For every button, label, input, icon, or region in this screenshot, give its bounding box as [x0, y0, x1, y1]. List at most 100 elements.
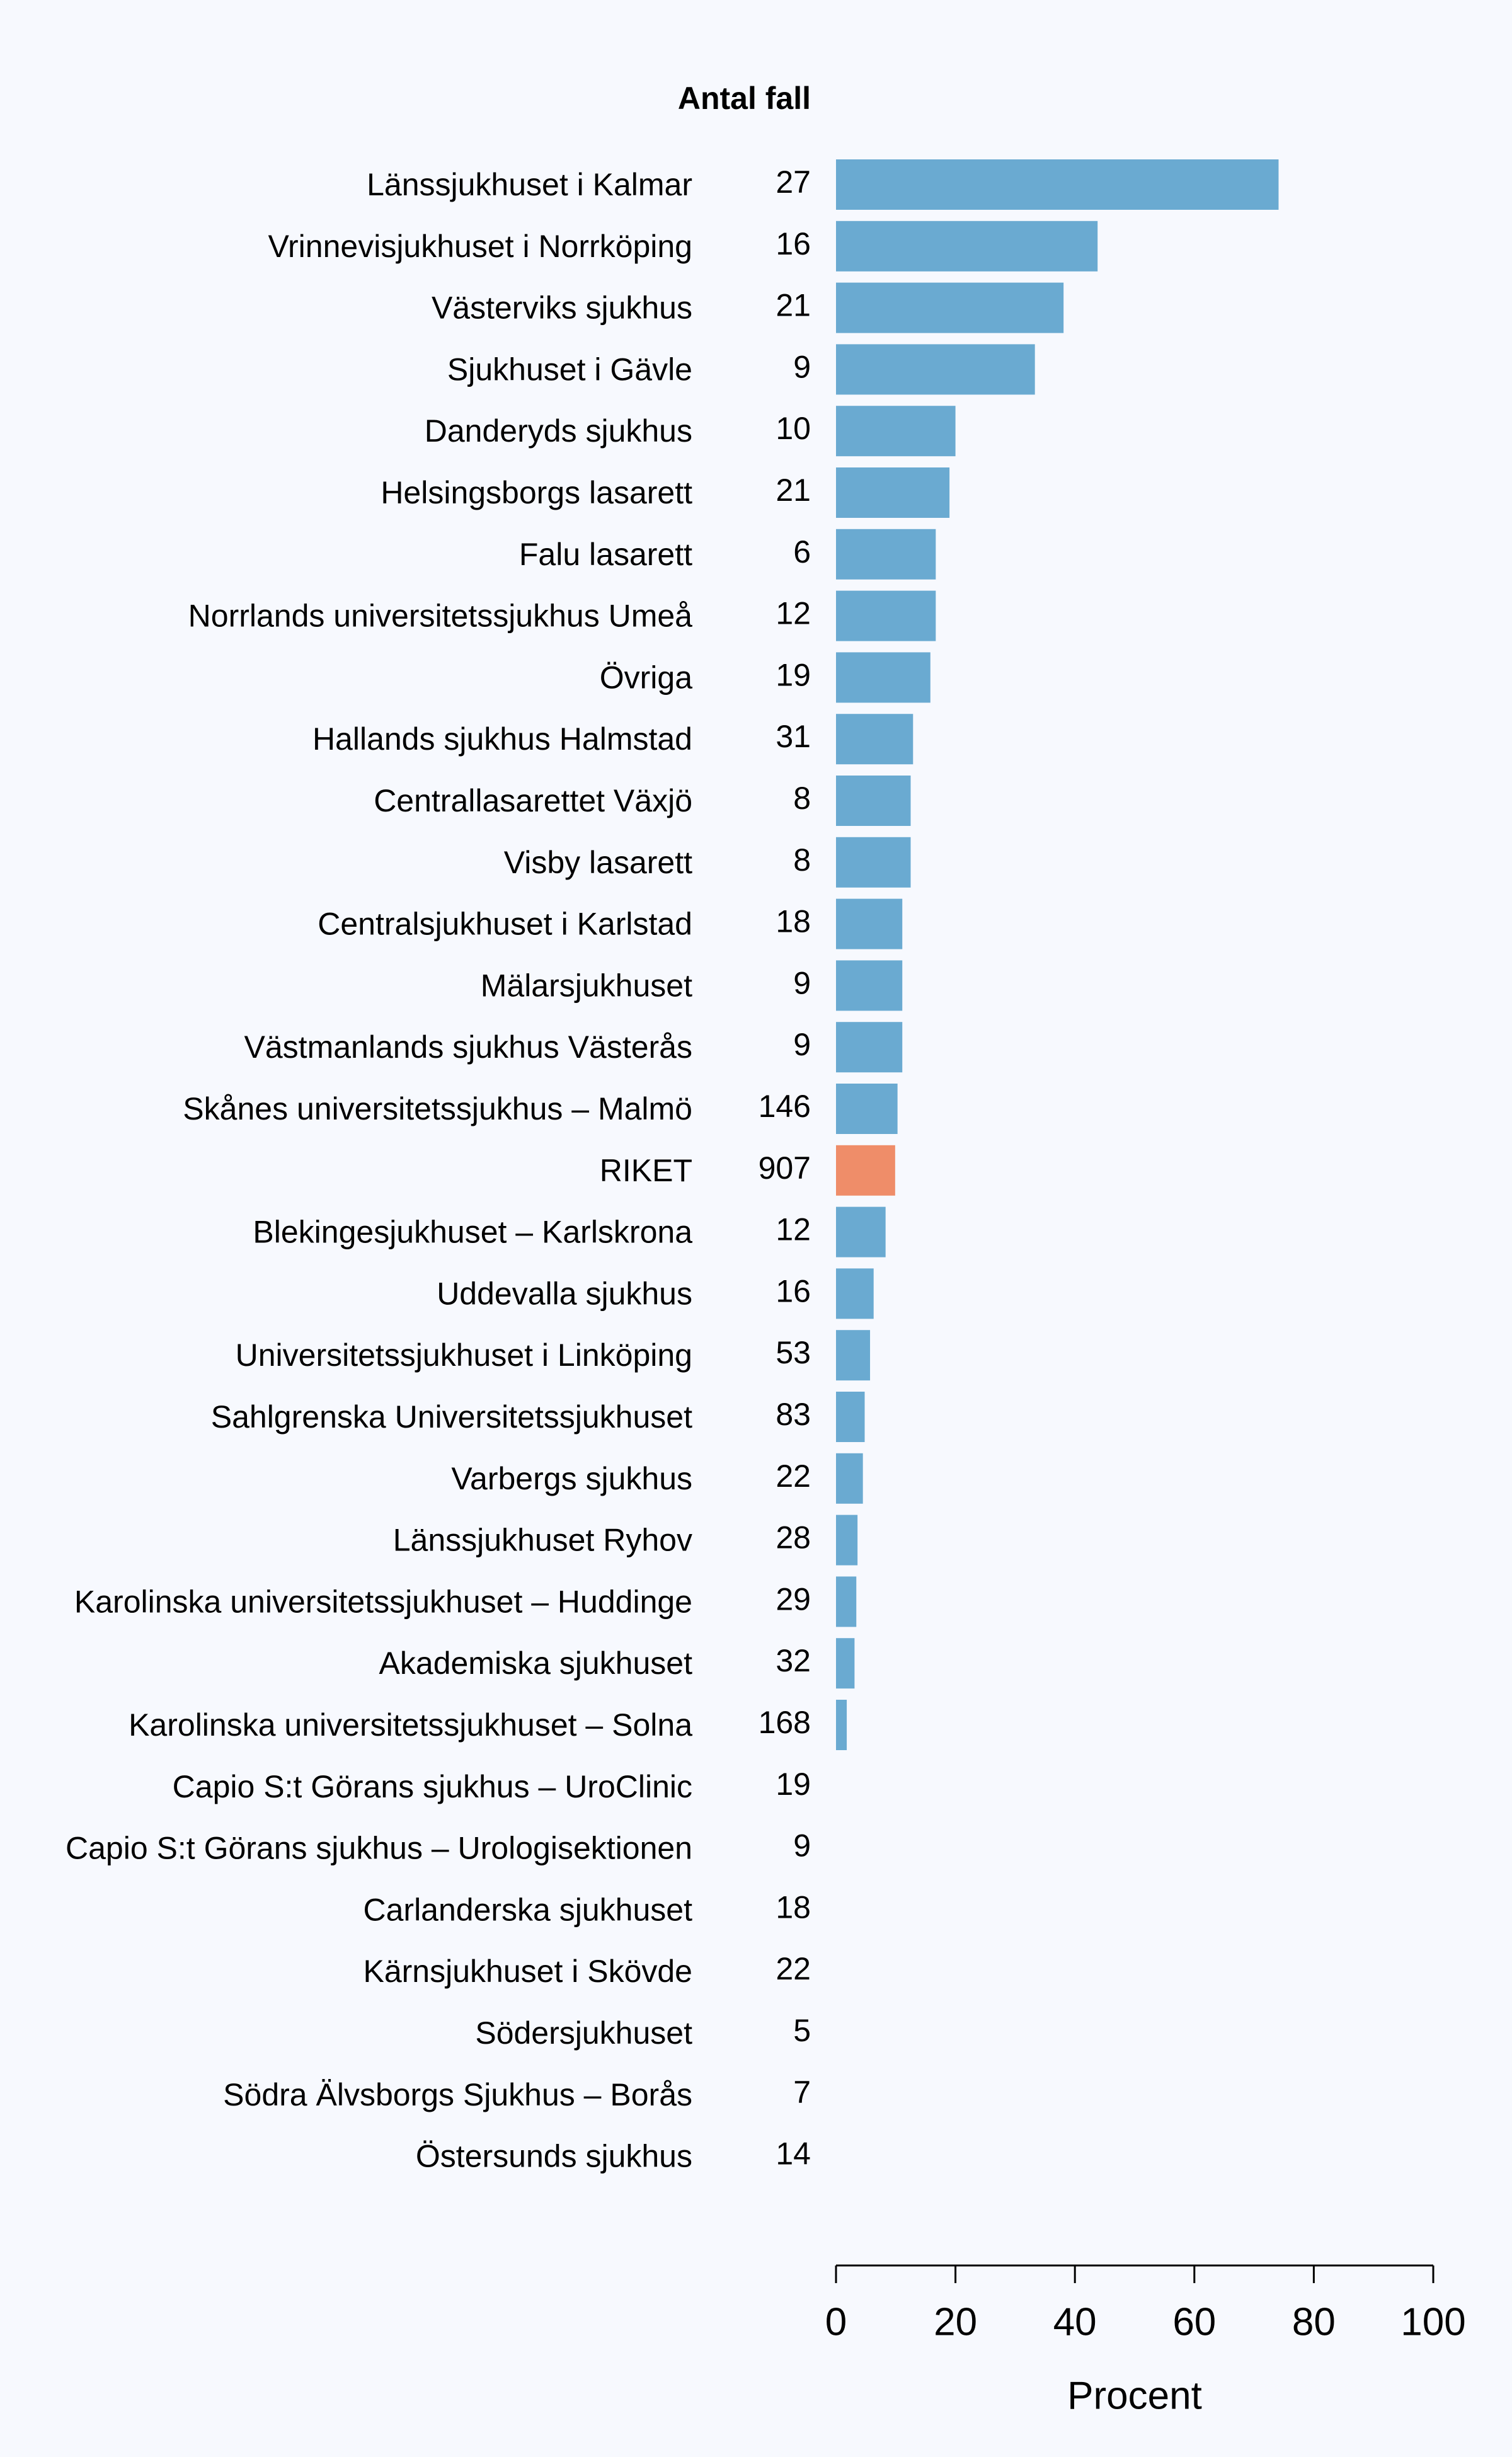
category-label: Södra Älvsborgs Sjukhus – Borås [223, 2077, 692, 2112]
case-count-label: 8 [793, 842, 811, 878]
category-label: Västmanlands sjukhus Västerås [244, 1029, 692, 1065]
category-label: Skånes universitetssjukhus – Malmö [183, 1091, 692, 1126]
case-count-label: 53 [776, 1335, 811, 1370]
case-count-label: 19 [776, 1767, 811, 1802]
bar [836, 898, 903, 949]
bar [836, 282, 1064, 333]
category-label: Capio S:t Görans sjukhus – Urologisektio… [66, 1831, 692, 1866]
category-label: Centrallasarettet Växjö [374, 783, 692, 818]
case-count-label: 146 [759, 1089, 811, 1124]
x-axis-title: Procent [1067, 2374, 1202, 2418]
bar [836, 1206, 886, 1257]
category-label: Uddevalla sjukhus [437, 1276, 692, 1311]
category-label: Carlanderska sjukhuset [364, 1892, 693, 1927]
case-count-label: 168 [759, 1705, 811, 1740]
bar [836, 590, 936, 641]
case-count-label: 31 [776, 719, 811, 754]
x-tick-label: 100 [1400, 2301, 1465, 2344]
case-count-label: 19 [776, 657, 811, 692]
bar [836, 837, 911, 888]
category-label: Danderyds sjukhus [425, 413, 692, 449]
case-count-label: 18 [776, 904, 811, 939]
category-label: Kärnsjukhuset i Skövde [363, 1954, 692, 1989]
category-label: Hallands sjukhus Halmstad [312, 721, 692, 757]
x-tick-label: 80 [1292, 2301, 1336, 2344]
case-count-label: 12 [776, 1212, 811, 1247]
chart-rows: Länssjukhuset i Kalmar 27 Vrinnevisjukhuse… [66, 159, 1279, 2174]
case-count-label: 27 [776, 164, 811, 200]
case-count-label: 83 [776, 1397, 811, 1432]
bar [836, 1084, 898, 1134]
category-label: Östersunds sjukhus [416, 2139, 692, 2174]
case-count-label: 21 [776, 288, 811, 323]
case-count-label: 16 [776, 1273, 811, 1309]
bar [836, 1638, 855, 1689]
bar [836, 1515, 858, 1566]
case-count-label: 22 [776, 1951, 811, 1986]
category-label: Sjukhuset i Gävle [447, 352, 692, 387]
category-label: Akademiska sjukhuset [379, 1646, 693, 1681]
bar-highlight [836, 1145, 895, 1196]
case-count-label: 6 [793, 534, 811, 570]
x-tick-label: 0 [825, 2301, 847, 2344]
case-count-label: 5 [793, 2013, 811, 2048]
bar [836, 714, 914, 765]
case-count-label: 16 [776, 226, 811, 261]
bar [836, 960, 903, 1011]
bar [836, 406, 956, 457]
category-label: Vrinnevisjukhuset i Norrköping [268, 229, 692, 264]
case-count-label: 10 [776, 411, 811, 446]
case-count-label: 29 [776, 1581, 811, 1617]
bar [836, 776, 911, 826]
category-label: Mälarsjukhuset [481, 968, 692, 1003]
category-label: Länssjukhuset Ryhov [393, 1523, 692, 1558]
category-label: Capio S:t Görans sjukhus – UroClinic [173, 1769, 692, 1804]
case-count-label: 8 [793, 781, 811, 816]
bar [836, 1392, 865, 1442]
category-label: Varbergs sjukhus [451, 1461, 692, 1496]
bar [836, 159, 1279, 210]
case-count-label: 14 [776, 2136, 811, 2172]
x-tick-label: 20 [934, 2301, 977, 2344]
bar [836, 467, 950, 518]
category-label: Västerviks sjukhus [432, 290, 692, 326]
bar [836, 1700, 847, 1750]
category-label: Karolinska universitetssjukhuset – Huddi… [74, 1584, 692, 1619]
case-count-label: 32 [776, 1643, 811, 1678]
category-label: Blekingesjukhuset – Karlskrona [253, 1215, 692, 1250]
case-count-label: 18 [776, 1889, 811, 1925]
bar [836, 1330, 871, 1381]
category-label: Falu lasarett [519, 537, 692, 572]
category-label: Övriga [600, 660, 692, 695]
bar [836, 344, 1035, 395]
category-label: Länssjukhuset i Kalmar [367, 167, 692, 202]
bar [836, 220, 1098, 272]
category-label: Norrlands universitetssjukhus Umeå [188, 598, 693, 634]
category-label: Södersjukhuset [475, 2015, 692, 2051]
category-label: Helsingsborgs lasarett [381, 475, 692, 510]
case-count-label: 21 [776, 472, 811, 508]
case-count-label: 9 [793, 1828, 811, 1864]
case-count-label: 28 [776, 1520, 811, 1555]
x-tick-label: 40 [1053, 2301, 1097, 2344]
category-label: Centralsjukhuset i Karlstad [318, 907, 692, 942]
category-label: Visby lasarett [504, 845, 692, 880]
case-count-label: 7 [793, 2075, 811, 2110]
category-label: RIKET [600, 1153, 692, 1188]
bar [836, 1268, 874, 1319]
case-count-label: 9 [793, 965, 811, 1000]
case-count-label: 9 [793, 349, 811, 384]
bar [836, 529, 936, 580]
category-label: Sahlgrenska Universitetssjukhuset [211, 1399, 692, 1435]
case-count-label: 22 [776, 1458, 811, 1494]
category-label: Universitetssjukhuset i Linköping [236, 1337, 692, 1373]
category-label: Karolinska universitetssjukhuset – Solna [129, 1707, 692, 1743]
count-column-header: Antal fall [678, 81, 811, 116]
case-count-label: 9 [793, 1027, 811, 1062]
bar [836, 652, 931, 703]
bar [836, 1453, 863, 1504]
bar [836, 1576, 857, 1627]
case-count-label: 12 [776, 596, 811, 631]
